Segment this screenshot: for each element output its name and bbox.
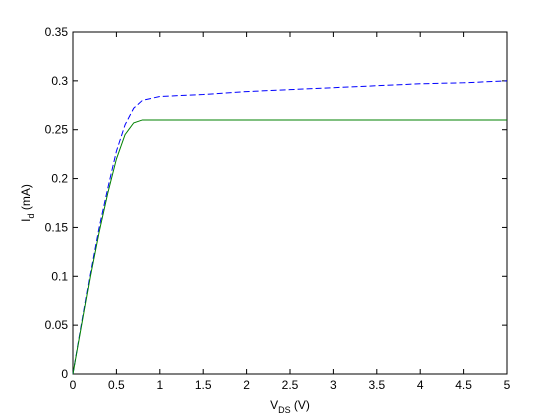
x-tick-label: 1.5 — [195, 378, 212, 392]
x-tick-label: 4.5 — [455, 378, 472, 392]
x-tick-label: 0 — [70, 378, 77, 392]
x-axis-label: VDS (V) — [270, 398, 310, 415]
x-tick-label: 0.5 — [108, 378, 125, 392]
axes-box — [72, 31, 508, 375]
x-tick-label: 2.5 — [282, 378, 299, 392]
x-tick-label: 2 — [243, 378, 250, 392]
y-label-rest: (mA) — [19, 184, 33, 213]
y-tick-label: 0.05 — [45, 318, 69, 332]
y-tick-label: 0.15 — [45, 220, 69, 234]
x-tick-label: 4 — [417, 378, 424, 392]
data-line — [72, 80, 508, 375]
y-tick-label: 0.35 — [45, 25, 69, 39]
x-tick-label: 3.5 — [368, 378, 385, 392]
y-tick-label: 0.2 — [51, 172, 68, 186]
y-label-main: I — [19, 219, 33, 222]
x-label-sub: DS — [278, 405, 291, 415]
y-tick-label: 0.3 — [51, 74, 68, 88]
x-tick-label: 5 — [504, 378, 511, 392]
y-tick-label: 0.1 — [51, 269, 68, 283]
y-tick-label: 0.25 — [45, 123, 69, 137]
x-tick-label: 3 — [330, 378, 337, 392]
y-tick-label: 0 — [61, 367, 68, 381]
y-label-sub: d — [26, 213, 36, 218]
x-tick-label: 1 — [156, 378, 163, 392]
x-label-rest: (V) — [291, 398, 310, 412]
x-label-main: V — [270, 398, 278, 412]
y-axis-label: Id (mA) — [19, 184, 36, 222]
data-line — [72, 119, 507, 375]
